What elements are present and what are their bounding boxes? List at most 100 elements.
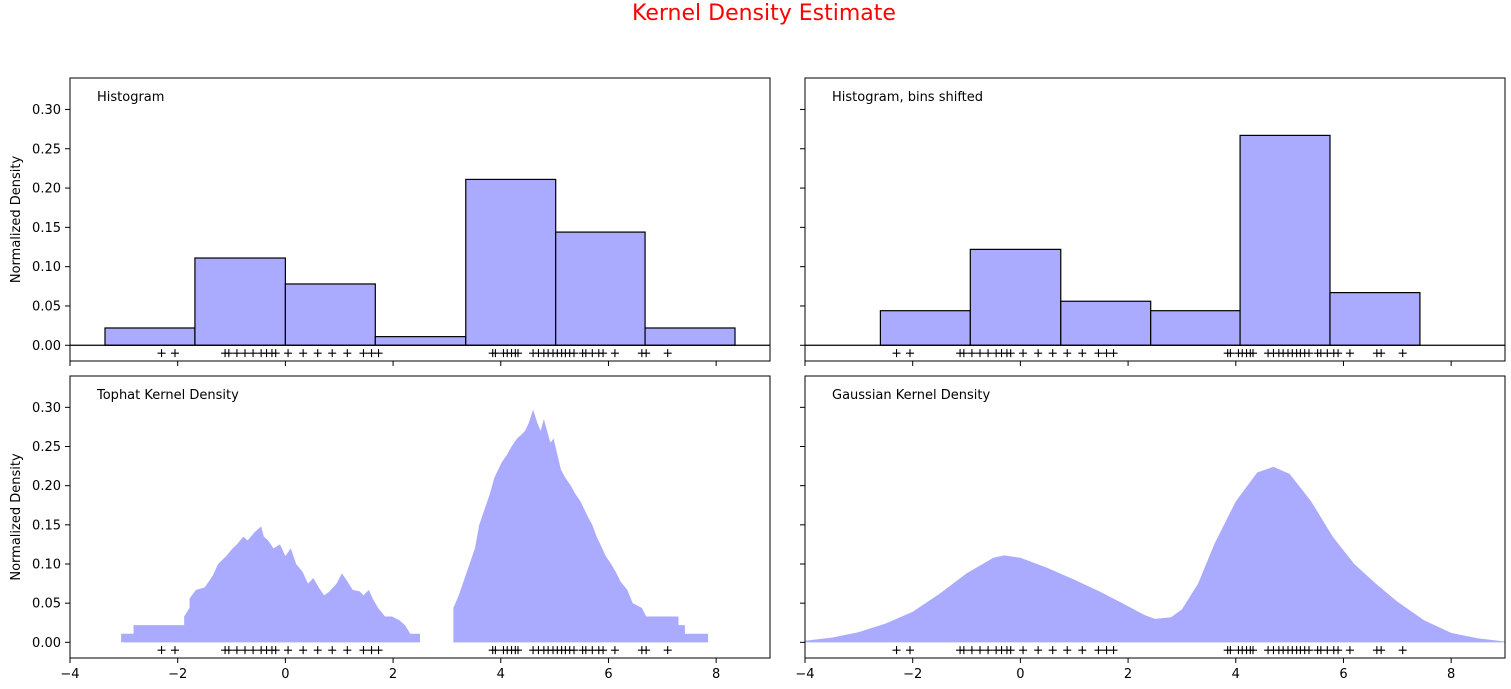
rug-marker (642, 349, 651, 358)
x-tick-label: 0 (1016, 667, 1024, 682)
panel-title: Histogram (97, 90, 164, 105)
rug-marker (343, 349, 352, 358)
rug-marker (284, 646, 293, 655)
histogram-bar (465, 178, 557, 346)
rug-marker (367, 349, 376, 358)
rug-marker (249, 646, 258, 655)
histogram-bar (194, 257, 286, 346)
axes-frame (69, 77, 771, 362)
y-tick-label: 0.00 (32, 636, 61, 651)
figure-title: Kernel Density Estimate (632, 1, 896, 26)
rug-marker (1377, 349, 1386, 358)
rug-marker (1334, 349, 1343, 358)
y-tick-label: 0.25 (32, 142, 61, 157)
y-axis-label: Normalized Density (9, 156, 24, 284)
rug-marker (491, 349, 500, 358)
rug-marker (1034, 646, 1043, 655)
density-area (805, 466, 1505, 643)
x-tick-label: 2 (1124, 667, 1132, 682)
rug-marker (959, 349, 968, 358)
axes-frame (69, 375, 771, 659)
x-tick-label: 0 (281, 667, 289, 682)
rug-marker (1063, 646, 1072, 655)
y-tick-label: 0.20 (32, 182, 61, 197)
rug-marker (1249, 349, 1257, 358)
histogram-bar (879, 310, 971, 346)
rug-marker (663, 646, 672, 655)
rug-marker (663, 349, 672, 358)
rug-marker (1305, 646, 1313, 655)
rug-marker (374, 646, 383, 655)
histogram-bar (1150, 310, 1241, 346)
rug-marker (1398, 349, 1407, 358)
x-tick-label: 4 (1232, 667, 1240, 682)
panel-title: Gaussian Kernel Density (832, 388, 990, 403)
y-tick-label: 0.30 (32, 103, 61, 118)
plot-area (805, 134, 1505, 358)
plot-area (70, 178, 770, 358)
rug-marker (313, 349, 322, 358)
rug-marker (514, 646, 522, 655)
rug-marker (1109, 349, 1118, 358)
y-tick-label: 0.10 (32, 260, 61, 275)
rug-marker (157, 349, 166, 358)
shifted-histogram-panel: Histogram, bins shifted (800, 77, 1506, 366)
histogram-bar (644, 327, 736, 346)
rug-marker (570, 646, 578, 655)
rug-marker (967, 349, 976, 358)
x-tick-label: 6 (1339, 667, 1347, 682)
axes-frame (804, 375, 1506, 659)
rug-marker (610, 349, 619, 358)
rug-marker (610, 646, 619, 655)
y-tick-label: 0.15 (32, 221, 61, 236)
rug-marker (491, 646, 500, 655)
rug-marker (1006, 349, 1015, 358)
rug-marker (967, 646, 976, 655)
rug-marker (1006, 646, 1015, 655)
rug-marker (1226, 349, 1235, 358)
rug-marker (959, 646, 968, 655)
rug-marker (241, 349, 249, 358)
plot-area (121, 409, 709, 655)
rug-marker (1048, 349, 1057, 358)
rug-marker (271, 646, 280, 655)
rug-marker (1078, 646, 1087, 655)
rug-marker (1345, 349, 1354, 358)
x-tick-label: 6 (604, 667, 612, 682)
rug-marker (224, 646, 233, 655)
rug-marker (1102, 646, 1111, 655)
rug-marker (367, 646, 376, 655)
rug-marker (249, 349, 258, 358)
rug-marker (232, 349, 241, 358)
rug-marker (313, 646, 322, 655)
rug-marker (157, 646, 166, 655)
rug-marker (171, 646, 179, 655)
histogram-bar (284, 283, 376, 346)
y-tick-label: 0.00 (32, 339, 61, 354)
rug-marker (1226, 646, 1235, 655)
rug-marker (1019, 646, 1028, 655)
y-tick-label: 0.15 (32, 518, 61, 533)
rug-marker (1345, 646, 1354, 655)
y-tick-label: 0.30 (32, 401, 61, 416)
rug-marker (976, 349, 984, 358)
rug-marker (374, 349, 383, 358)
panel-title: Tophat Kernel Density (96, 388, 239, 403)
histogram-bar (1060, 300, 1152, 346)
rug-marker (1334, 646, 1343, 655)
rug-marker (599, 349, 608, 358)
rug-marker (343, 646, 352, 655)
rug-marker (1094, 646, 1103, 655)
rug-marker (299, 349, 308, 358)
rug-marker (1048, 646, 1057, 655)
rug-marker (241, 646, 249, 655)
rug-marker (299, 646, 308, 655)
x-tick-label: −4 (795, 667, 814, 682)
histogram-bar (104, 327, 196, 346)
rug-marker (224, 349, 233, 358)
histogram-bar (1329, 292, 1421, 346)
y-tick-label: 0.05 (32, 597, 61, 612)
panel-title: Histogram, bins shifted (832, 90, 983, 105)
tophat-kde-panel: −4 −2 0 2 4 6 8 0.00 0.05 0.10 0.15 0.20 0.25 0.30 Top… (9, 375, 771, 682)
